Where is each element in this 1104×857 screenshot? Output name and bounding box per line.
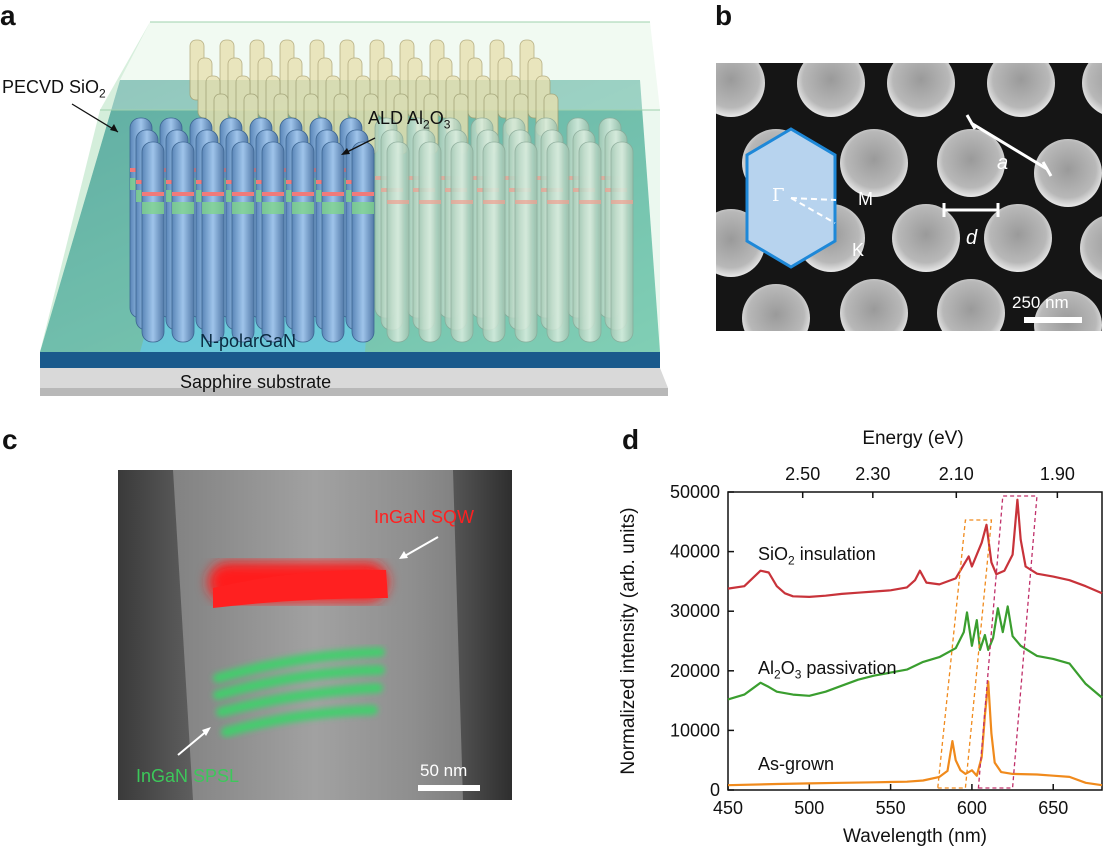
y-tick-label: 0 [710, 780, 720, 800]
x-axis-label: Wavelength (nm) [843, 826, 987, 847]
scale-bar-label-b: 250 nm [1012, 293, 1069, 312]
highlight-box-magenta [977, 495, 1038, 789]
label-sapphire-substrate: Sapphire substrate [180, 372, 332, 392]
x2-tick-label: 2.10 [939, 464, 974, 484]
label-m: M [858, 189, 873, 209]
panel-letter-c: c [2, 424, 18, 455]
x-tick-label: 600 [957, 798, 987, 818]
series-label-asgrown: As-grown [758, 754, 835, 774]
x2-tick-label: 2.30 [855, 464, 890, 484]
panel-c-tem-image [118, 470, 512, 800]
series-al2o3-line [727, 605, 1103, 701]
label-ald-al2o3: ALD Al2O3 [368, 108, 451, 132]
label-a: a [997, 152, 1009, 174]
panel-b-sem-image [716, 63, 1102, 331]
label-d: d [966, 227, 978, 249]
x-tick-label: 550 [876, 798, 906, 818]
label-pecvd-sio2: PECVD SiO2 [2, 77, 106, 101]
x-tick-label: 500 [794, 798, 824, 818]
label-n-polar-gan: N-polarGaN [200, 331, 297, 351]
y-axis-label: Normalized intensity (arb. units) [618, 507, 639, 774]
label-ingan-sqw: InGaN SQW [374, 507, 475, 527]
x2-axis-label: Energy (eV) [862, 428, 963, 449]
panel-letter-d: d [622, 424, 640, 455]
y-tick-label: 40000 [670, 542, 720, 562]
panel-a-illustration [40, 21, 668, 396]
label-gamma: Γ [772, 185, 785, 206]
x-tick-label: 650 [1038, 798, 1068, 818]
x2-tick-label: 1.90 [1040, 464, 1075, 484]
panel-letter-a: a [0, 0, 16, 31]
y-tick-label: 20000 [670, 661, 720, 681]
label-k: K [852, 240, 865, 260]
label-ingan-spsl: InGaN SPSL [136, 766, 240, 786]
scale-bar-label-c: 50 nm [420, 761, 468, 780]
y-tick-label: 10000 [670, 720, 720, 740]
y-tick-label: 30000 [670, 601, 720, 621]
x-tick-label: 450 [713, 798, 743, 818]
panel-letter-b: b [715, 0, 733, 31]
highlight-box-orange [937, 519, 993, 789]
x2-tick-label: 2.50 [785, 464, 820, 484]
series-label-sio2: SiO2 insulation [758, 544, 876, 568]
chart-plot-area [727, 491, 1103, 791]
series-label-al2o3: Al2O3 passivation [758, 658, 897, 682]
y-tick-label: 50000 [670, 482, 720, 502]
